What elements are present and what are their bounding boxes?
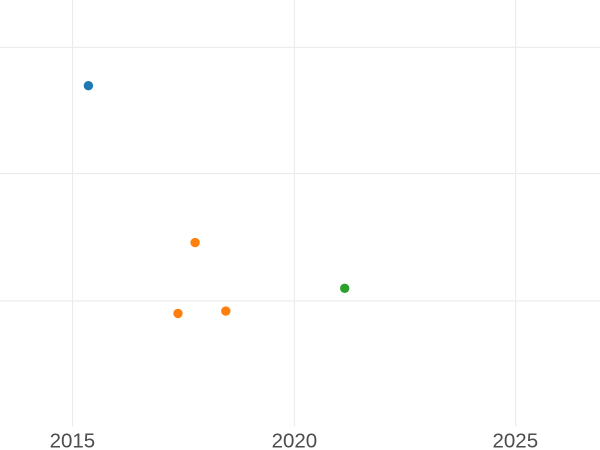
svg-text:2020: 2020 xyxy=(272,430,318,450)
svg-text:2025: 2025 xyxy=(492,430,538,450)
svg-text:2015: 2015 xyxy=(50,430,96,450)
